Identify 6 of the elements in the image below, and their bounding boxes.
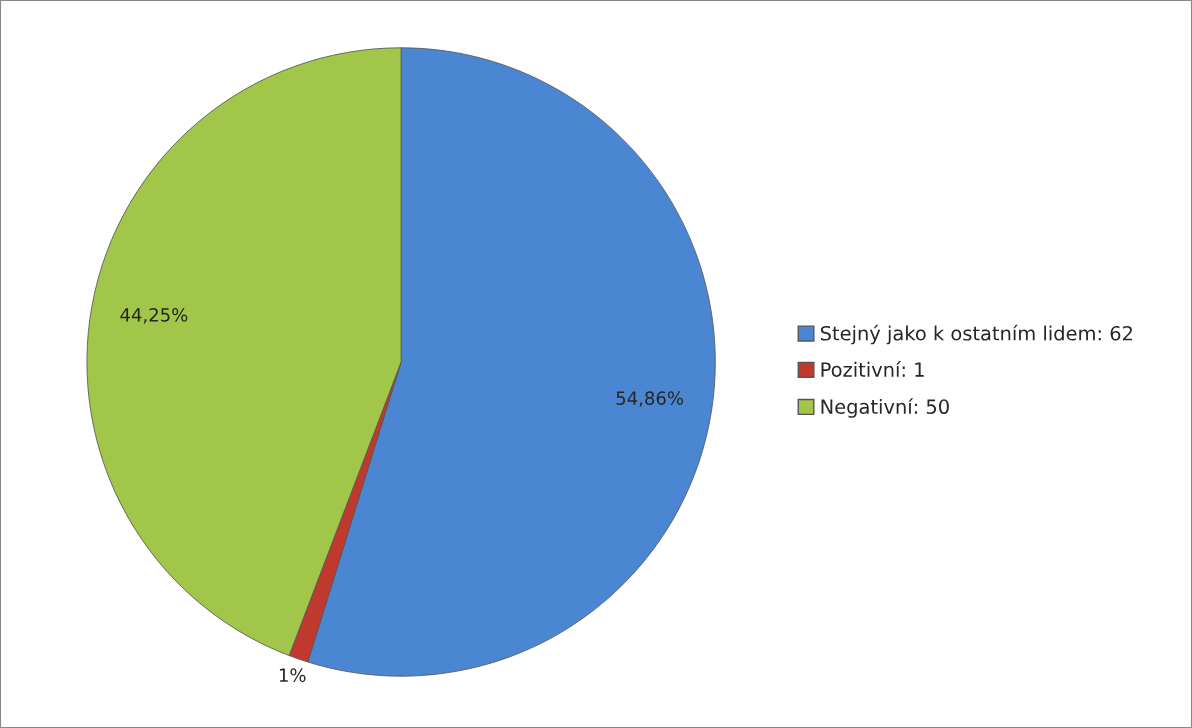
data-label: 44,25% bbox=[120, 308, 188, 324]
legend-label: Negativní: 50 bbox=[821, 398, 949, 418]
data-label: 1% bbox=[279, 668, 306, 682]
data-label: 54,86% bbox=[616, 391, 684, 407]
legend-label: Stejný jako k ostatním lidem: 62 bbox=[820, 324, 1132, 345]
legend-label: Pozitivní: 1 bbox=[821, 361, 924, 377]
